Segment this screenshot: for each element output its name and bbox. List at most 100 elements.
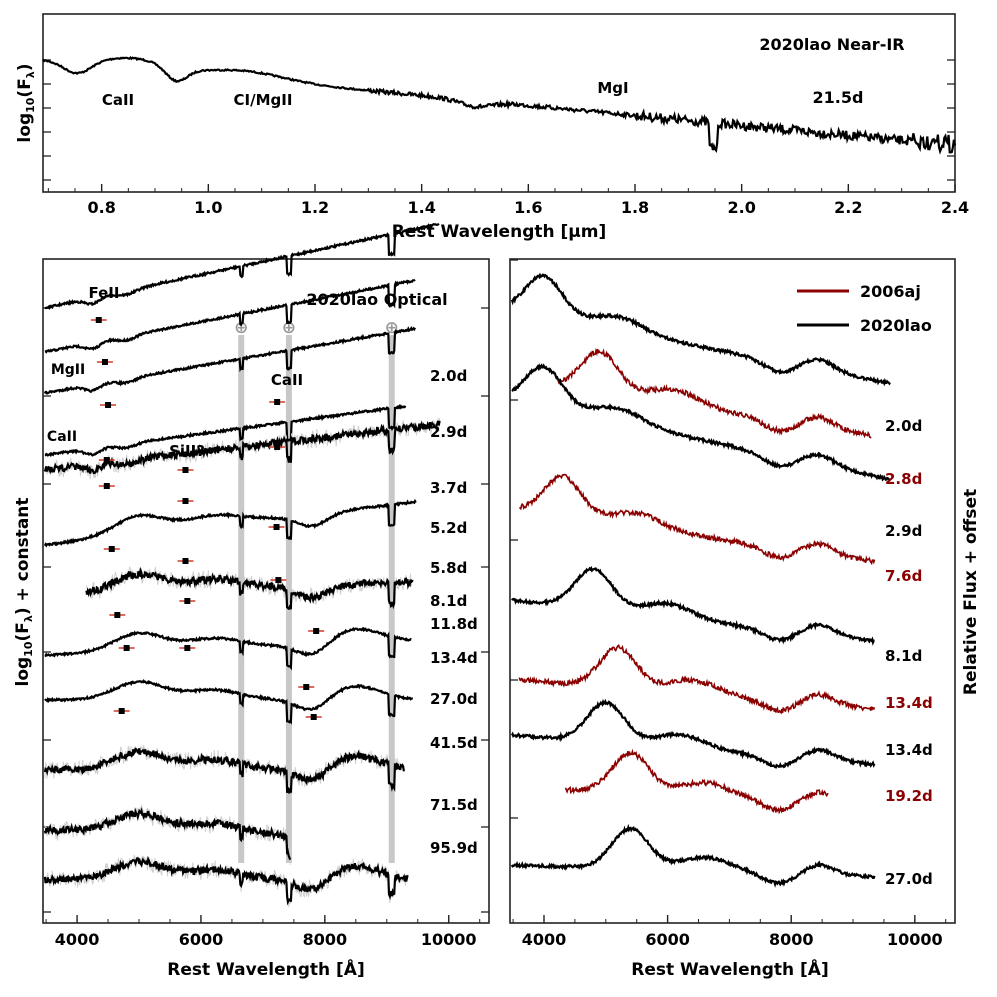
velocity-marker: [184, 645, 191, 651]
comparison-panel: 4000 6000 8000 10000 2.0d 2.8d 2.9d 7.6d 8.1d 13…: [509, 258, 981, 980]
optical-epoch-label: 27.0d: [430, 690, 478, 708]
optical-x-tick-label: 8000: [303, 930, 348, 949]
velocity-marker: [313, 628, 320, 634]
optical-epoch-label: 71.5d: [430, 796, 478, 814]
comparison-frame: [509, 258, 956, 924]
telluric-band: [285, 335, 292, 863]
optical-epoch-label: 3.7d: [430, 479, 467, 497]
comparison-epoch-label: 8.1d: [885, 647, 922, 665]
velocity-marker: [274, 444, 281, 450]
velocity-marker: [273, 524, 280, 530]
velocity-marker: [182, 558, 189, 564]
optical-spectrum-27.0d: [44, 678, 413, 725]
velocity-marker: [182, 498, 189, 504]
near-ir-x-tick-label: 2.4: [941, 198, 969, 217]
comparison-spectrum-2020lao-13.4d: [510, 698, 876, 769]
comparison-x-tick-label: 4000: [522, 930, 567, 949]
near-ir-x-tick-label: 1.8: [621, 198, 649, 217]
near-ir-title: 2020lao Near-IR: [759, 35, 904, 54]
velocity-marker: [108, 546, 115, 552]
telluric-symbol: ⊕: [282, 318, 296, 338]
velocity-marker: [182, 467, 189, 473]
comparison-x-tick-label: 6000: [645, 930, 690, 949]
comparison-spectrum-2006aj-2.8d: [557, 347, 872, 439]
optical-line-label-siii: SiII?: [169, 442, 205, 460]
optical-line-label-feii: FeII: [89, 284, 120, 302]
optical-spectrum-95.9d: [43, 855, 409, 906]
velocity-marker: [123, 645, 130, 651]
velocity-marker: [103, 483, 110, 489]
legend-label-2020lao: 2020lao: [860, 316, 932, 335]
optical-title: 2020lao Optical: [306, 290, 447, 309]
optical-x-tick-label: 6000: [179, 930, 224, 949]
optical-epoch-label: 2.9d: [430, 423, 467, 441]
velocity-marker: [275, 577, 282, 583]
optical-epoch-label: 5.8d: [430, 559, 467, 577]
optical-spectrum-11.8d: [85, 566, 414, 610]
near-ir-x-tick-label: 1.0: [194, 198, 222, 217]
optical-spectrum-5.8d: [43, 420, 441, 475]
comparison-spectrum-2020lao-2.9d: [511, 363, 892, 482]
comparison-spectrum-2006aj-19.2d: [564, 748, 829, 815]
optical-spectrum-8.1d: [43, 498, 417, 548]
velocity-marker: [274, 399, 281, 405]
comparison-spectrum-2006aj-7.6d: [519, 473, 876, 566]
comparison-epoch-label: 2.9d: [885, 522, 922, 540]
comparison-epoch-label: 7.6d: [885, 567, 922, 585]
legend-label-2006aj: 2006aj: [860, 282, 921, 301]
optical-epoch-label: 41.5d: [430, 734, 478, 752]
comparison-ticks: 4000 6000 8000 10000: [510, 259, 947, 949]
telluric-symbol: ⊕: [234, 318, 248, 338]
optical-epoch-label: 95.9d: [430, 839, 478, 857]
near-ir-line-label-mgi: MgI: [597, 79, 628, 97]
comparison-epoch-labels: 2.0d 2.8d 2.9d 7.6d 8.1d 13.4d 13.4d 19.2d 27.0d: [885, 417, 933, 888]
comparison-spectrum-2020lao-8.1d: [511, 565, 875, 646]
optical-epoch-label: 13.4d: [430, 649, 478, 667]
optical-spectrum-2.9d: [44, 278, 416, 354]
near-ir-ticks: 0.8 1.0 1.2 1.4 1.6 1.8 2.0 2.2 2.4: [43, 59, 969, 217]
near-ir-spectrum-line: [42, 56, 957, 155]
comparison-epoch-label: 2.8d: [885, 470, 922, 488]
near-ir-panel: 0.8 1.0 1.2 1.4 1.6 1.8 2.0 2.2 2.4 2020lao Near…: [15, 13, 969, 242]
optical-spectrum-2.0d: [44, 222, 440, 310]
comparison-epoch-label: 2.0d: [885, 417, 922, 435]
comparison-x-tick-label: 10000: [887, 930, 943, 949]
optical-spectrum-41.5d: [43, 747, 405, 794]
velocity-marker: [103, 457, 110, 463]
comparison-x-tick-label: 8000: [769, 930, 814, 949]
near-ir-x-tick-label: 1.2: [301, 198, 329, 217]
near-ir-frame: [42, 13, 956, 193]
optical-spectrum-noise: [44, 744, 405, 800]
optical-spectra: [43, 222, 441, 907]
comparison-spectrum-2020lao-2.0d: [510, 272, 891, 387]
optical-x-axis-label: Rest Wavelength [Å]: [167, 957, 364, 980]
optical-panel: ⊕ ⊕ ⊕ 4000 6000 8000 10000 2020lao Optical Fe…: [13, 222, 490, 980]
near-ir-x-tick-label: 0.8: [87, 198, 115, 217]
velocity-marker: [303, 684, 310, 690]
optical-line-label-mgii: MgII: [51, 362, 85, 378]
velocity-marker: [105, 402, 112, 408]
velocity-marker: [118, 708, 125, 714]
near-ir-y-axis-label: log10(Fλ): [15, 63, 37, 142]
velocity-marker: [101, 359, 108, 365]
comparison-x-axis-label: Rest Wavelength [Å]: [631, 957, 828, 980]
comparison-spectrum-2020lao-27.0d: [510, 823, 876, 888]
near-ir-x-tick-label: 2.2: [834, 198, 862, 217]
comparison-epoch-label: 13.4d: [885, 741, 933, 759]
near-ir-epoch-label: 21.5d: [813, 88, 864, 107]
optical-epoch-label: 11.8d: [430, 615, 478, 633]
optical-line-label-caii-blue: CaII: [47, 429, 77, 445]
velocity-marker: [184, 598, 191, 604]
legend: 2006aj 2020lao: [797, 282, 932, 335]
comparison-y-axis-label: Relative Flux + offset: [961, 489, 981, 695]
velocity-marker: [310, 714, 317, 720]
optical-x-tick-label: 10000: [421, 930, 477, 949]
optical-spectrum-noise: [44, 854, 409, 907]
optical-spectrum-13.4d: [44, 626, 412, 671]
optical-spectrum-3.7d: [43, 325, 416, 395]
optical-spectrum-noise: [44, 804, 291, 865]
optical-epoch-label: 8.1d: [430, 592, 467, 610]
comparison-spectra: [510, 272, 892, 888]
near-ir-spectrum: [42, 56, 957, 155]
optical-ticks: 4000 6000 8000 10000: [43, 307, 489, 949]
